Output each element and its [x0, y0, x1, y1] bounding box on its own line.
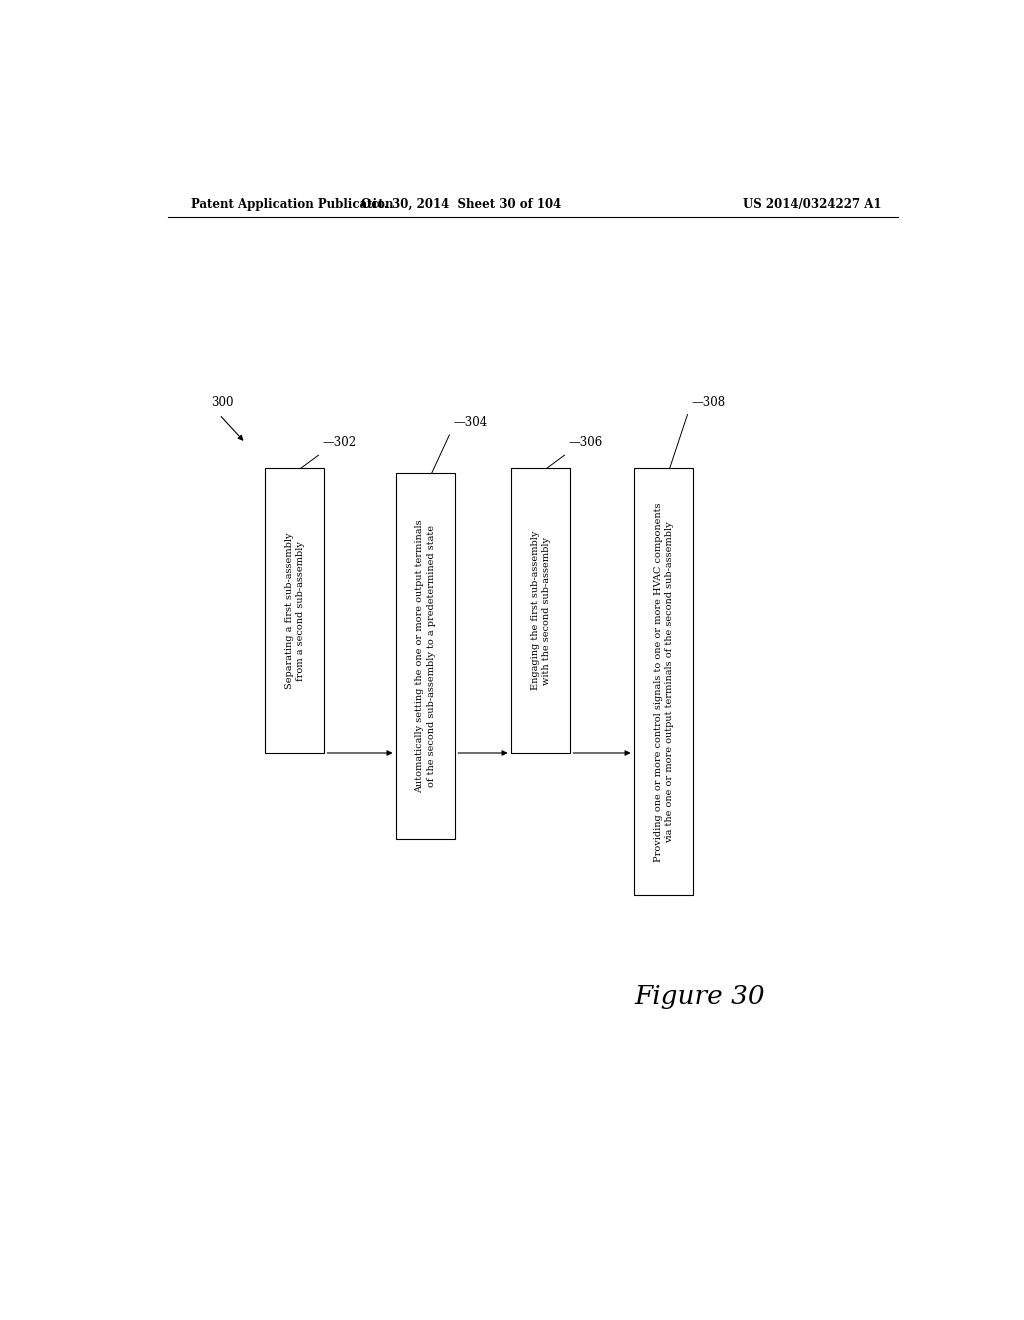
- Text: US 2014/0324227 A1: US 2014/0324227 A1: [743, 198, 882, 211]
- Text: Automatically setting the one or more output terminals
of the second sub-assembl: Automatically setting the one or more ou…: [416, 520, 435, 793]
- Bar: [396, 474, 456, 840]
- Text: 300: 300: [211, 396, 233, 409]
- Text: Separating a first sub-assembly
from a second sub-assembly: Separating a first sub-assembly from a s…: [285, 532, 305, 689]
- Text: Patent Application Publication: Patent Application Publication: [191, 198, 394, 211]
- Text: Oct. 30, 2014  Sheet 30 of 104: Oct. 30, 2014 Sheet 30 of 104: [361, 198, 561, 211]
- Text: —306: —306: [568, 437, 603, 450]
- Text: —304: —304: [454, 416, 487, 429]
- Bar: [265, 469, 325, 752]
- Text: —302: —302: [323, 437, 356, 450]
- Text: Engaging the first sub-assembly
with the second sub-assembly: Engaging the first sub-assembly with the…: [530, 531, 551, 690]
- Text: Figure 30: Figure 30: [634, 985, 765, 1010]
- Text: —308: —308: [691, 396, 726, 409]
- Bar: [634, 469, 693, 895]
- Text: Providing one or more control signals to one or more HVAC components
via the one: Providing one or more control signals to…: [653, 502, 674, 862]
- Bar: [511, 469, 570, 752]
